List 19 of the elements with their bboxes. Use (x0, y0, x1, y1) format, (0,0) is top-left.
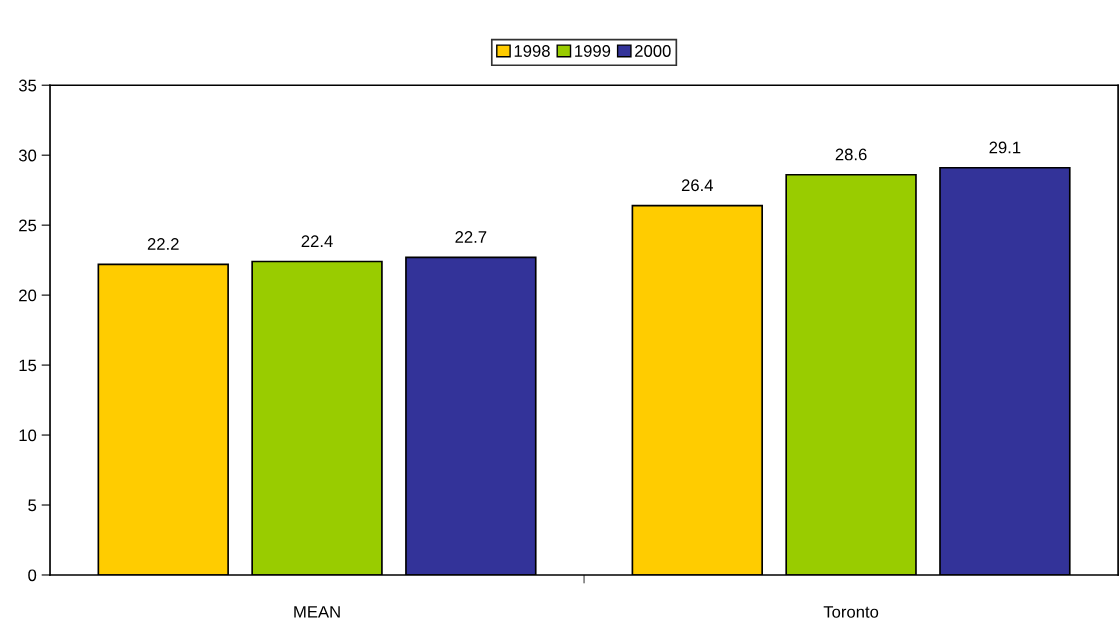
x-tick-label: Toronto (823, 606, 879, 618)
legend-label: 1999 (575, 45, 611, 57)
data-label: 22.4 (301, 235, 333, 247)
legend-label: 2000 (635, 45, 671, 57)
data-label: 22.2 (147, 238, 179, 250)
y-tick-label: 0 (28, 569, 37, 582)
y-tick-label: 20 (19, 289, 37, 302)
y-tick-label: 30 (18, 149, 37, 162)
y-tick-label: 25 (19, 219, 37, 232)
x-tick-label: MEAN (294, 606, 340, 618)
y-tick-label: 15 (19, 359, 37, 372)
legend-label: 1998 (514, 45, 550, 57)
data-label: 26.4 (681, 179, 714, 192)
y-tick-label: 5 (28, 499, 37, 512)
data-label: 22.7 (455, 231, 487, 243)
y-tick-label: 10 (19, 429, 37, 442)
data-label: 29.1 (989, 141, 1021, 154)
y-tick-label: 35 (18, 79, 37, 92)
data-label: 28.6 (835, 148, 867, 161)
